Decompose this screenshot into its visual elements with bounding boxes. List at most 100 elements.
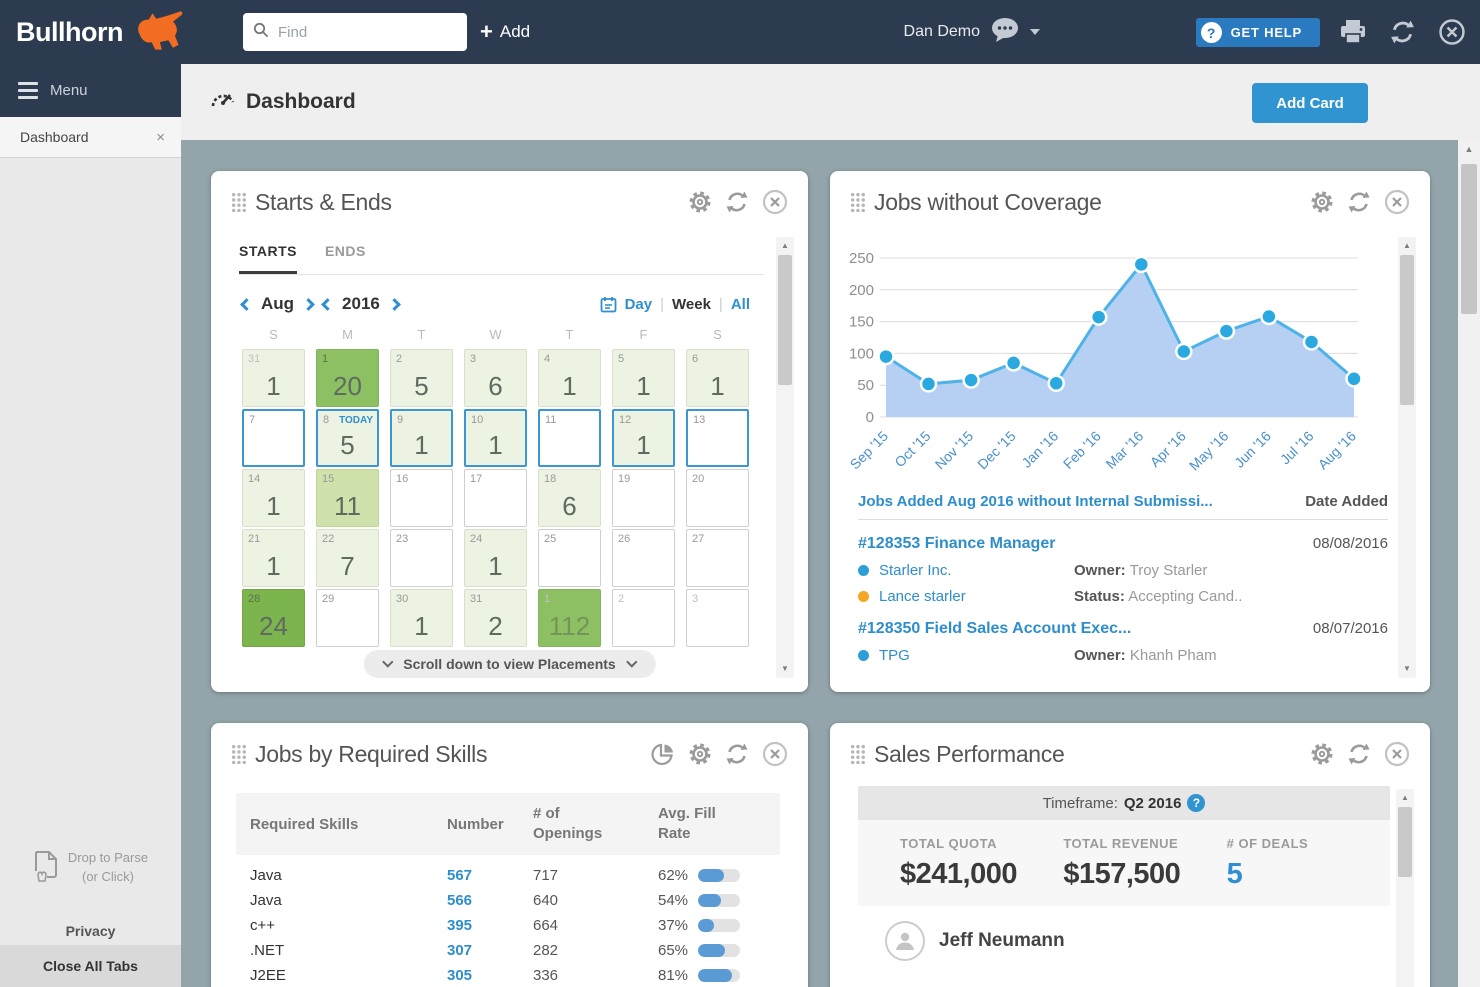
company-link[interactable]: Starler Inc.: [879, 562, 952, 579]
job-count-link[interactable]: 307: [447, 942, 473, 959]
refresh-icon[interactable]: [725, 742, 749, 766]
calendar-cell[interactable]: 27: [686, 529, 749, 587]
drop-to-parse[interactable]: Drop to Parse (or Click): [0, 849, 181, 887]
sales-rep-row[interactable]: Jeff Neumann: [885, 921, 1065, 961]
job-title-link[interactable]: #128353 Finance Manager: [858, 535, 1056, 552]
card-scrollbar[interactable]: ▲ ▼: [1398, 237, 1416, 678]
calendar-cell[interactable]: 1 20: [316, 349, 379, 407]
calendar-cell[interactable]: 29: [316, 589, 379, 647]
calendar-cell[interactable]: 15 11: [316, 469, 379, 527]
gear-icon[interactable]: [1310, 742, 1334, 766]
scroll-up-icon[interactable]: ▲: [1403, 241, 1411, 250]
add-card-button[interactable]: Add Card: [1252, 83, 1368, 123]
job-count-link[interactable]: 567: [447, 867, 473, 884]
tab-close-icon[interactable]: ×: [156, 128, 165, 146]
prev-year-icon[interactable]: [321, 297, 334, 311]
scrollbar-thumb[interactable]: [1398, 807, 1412, 877]
card-scrollbar[interactable]: ▲ ▼: [776, 237, 794, 678]
calendar-cell[interactable]: 28 24: [242, 589, 305, 647]
calendar-cell[interactable]: 12 1: [612, 409, 675, 467]
next-year-icon[interactable]: [388, 297, 401, 311]
drag-handle-icon[interactable]: [850, 192, 866, 212]
calendar-cell[interactable]: 1 112: [538, 589, 601, 647]
calendar-cell[interactable]: 14 1: [242, 469, 305, 527]
close-all-tabs-button[interactable]: Close All Tabs: [0, 945, 181, 987]
company-link[interactable]: TPG: [879, 647, 910, 664]
view-week[interactable]: Week: [672, 295, 711, 313]
calendar-cell[interactable]: 22 7: [316, 529, 379, 587]
scroll-hint-pill[interactable]: Scroll down to view Placements: [363, 650, 656, 678]
scroll-up-icon[interactable]: ▲: [781, 241, 789, 250]
help-question-icon[interactable]: ?: [1187, 794, 1206, 812]
calendar-cell[interactable]: 10 1: [464, 409, 527, 467]
company-link[interactable]: Lance starler: [879, 588, 966, 605]
next-month-icon[interactable]: [302, 297, 315, 311]
scroll-up-icon[interactable]: ▲: [1464, 144, 1474, 154]
refresh-icon[interactable]: [1347, 190, 1371, 214]
calendar-cell[interactable]: 19: [612, 469, 675, 527]
gear-icon[interactable]: [1310, 190, 1334, 214]
drag-handle-icon[interactable]: [231, 192, 247, 212]
calendar-cell[interactable]: 17: [464, 469, 527, 527]
user-menu[interactable]: Dan Demo: [904, 0, 1040, 64]
tab-ends[interactable]: ENDS: [324, 243, 366, 259]
calendar-cell[interactable]: 25: [538, 529, 601, 587]
calendar-cell[interactable]: 5 1: [612, 349, 675, 407]
scrollbar-thumb[interactable]: [1461, 164, 1477, 314]
calendar-cell[interactable]: 13: [686, 409, 749, 467]
job-title-link[interactable]: #128350 Field Sales Account Exec...: [858, 620, 1132, 637]
drag-handle-icon[interactable]: [231, 744, 247, 764]
tab-starts[interactable]: STARTS: [239, 243, 297, 274]
close-circle-icon[interactable]: [762, 189, 788, 215]
calendar-cell[interactable]: 31 1: [242, 349, 305, 407]
view-day[interactable]: Day: [624, 295, 653, 313]
calendar-cell[interactable]: 26: [612, 529, 675, 587]
close-circle-icon[interactable]: [1384, 741, 1410, 767]
calendar-cell[interactable]: 16: [390, 469, 453, 527]
close-icon[interactable]: [1438, 18, 1466, 46]
search-input[interactable]: [276, 22, 446, 42]
job-count-link[interactable]: 566: [447, 892, 473, 909]
card-scrollbar[interactable]: ▲: [1396, 789, 1414, 987]
calendar-cell[interactable]: 11: [538, 409, 601, 467]
calendar-cell[interactable]: 31 2: [464, 589, 527, 647]
gear-icon[interactable]: [688, 190, 712, 214]
calendar-cell[interactable]: 24 1: [464, 529, 527, 587]
scrollbar-thumb[interactable]: [1400, 255, 1414, 405]
job-count-link[interactable]: 305: [447, 967, 473, 984]
jobs-added-link[interactable]: Jobs Added Aug 2016 without Internal Sub…: [858, 493, 1213, 510]
calendar-cell[interactable]: 7: [242, 409, 305, 467]
calendar-cell[interactable]: 21 1: [242, 529, 305, 587]
calendar-cell[interactable]: 4 1: [538, 349, 601, 407]
prev-month-icon[interactable]: [240, 297, 253, 311]
scroll-up-icon[interactable]: ▲: [1401, 793, 1409, 802]
view-all[interactable]: All: [730, 295, 750, 313]
calendar-cell[interactable]: 9 1: [390, 409, 453, 467]
add-button[interactable]: + Add: [480, 0, 530, 64]
print-icon[interactable]: [1339, 19, 1367, 45]
calendar-cell[interactable]: 30 1: [390, 589, 453, 647]
refresh-icon[interactable]: [1347, 742, 1371, 766]
page-scrollbar[interactable]: ▲: [1458, 140, 1480, 987]
bullhorn-logo[interactable]: Bullhorn: [16, 0, 187, 64]
get-help-button[interactable]: ? GET HELP: [1195, 18, 1320, 47]
gear-icon[interactable]: [688, 742, 712, 766]
sidebar-tab-dashboard[interactable]: Dashboard ×: [0, 117, 181, 158]
calendar-cell[interactable]: 6 1: [686, 349, 749, 407]
menu-button[interactable]: Menu: [0, 64, 181, 117]
calendar-cell[interactable]: 2 5: [390, 349, 453, 407]
close-circle-icon[interactable]: [762, 741, 788, 767]
pie-chart-icon[interactable]: [650, 742, 675, 767]
scrollbar-thumb[interactable]: [778, 255, 792, 385]
scroll-down-icon[interactable]: ▼: [1403, 664, 1411, 673]
calendar-cell[interactable]: 3: [686, 589, 749, 647]
refresh-icon[interactable]: [725, 190, 749, 214]
calendar-cell[interactable]: 18 6: [538, 469, 601, 527]
drag-handle-icon[interactable]: [850, 744, 866, 764]
refresh-icon[interactable]: [1389, 19, 1416, 45]
calendar-cell[interactable]: 2: [612, 589, 675, 647]
job-count-link[interactable]: 395: [447, 917, 473, 934]
calendar-cell[interactable]: 23: [390, 529, 453, 587]
calendar-cell[interactable]: 8 TODAY 5: [316, 409, 379, 467]
calendar-cell[interactable]: 3 6: [464, 349, 527, 407]
